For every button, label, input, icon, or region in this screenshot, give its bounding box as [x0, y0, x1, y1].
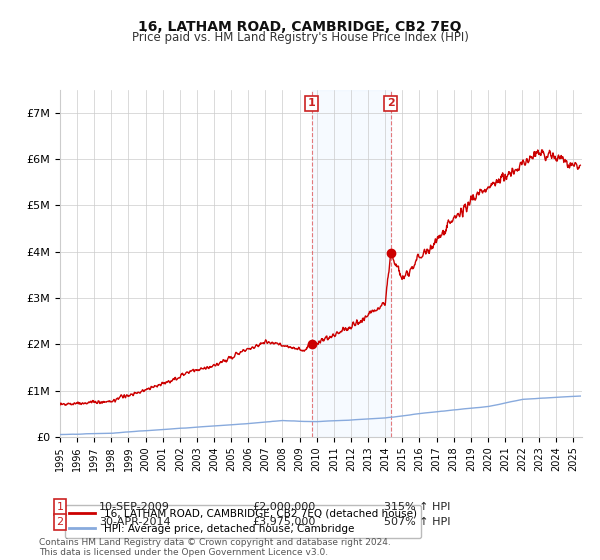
- Bar: [311, 90, 391, 437]
- Text: £3,975,000: £3,975,000: [252, 517, 316, 527]
- Text: 2: 2: [56, 517, 64, 527]
- Text: Price paid vs. HM Land Registry's House Price Index (HPI): Price paid vs. HM Land Registry's House …: [131, 31, 469, 44]
- Text: 1: 1: [308, 99, 316, 108]
- Text: 30-APR-2014: 30-APR-2014: [99, 517, 170, 527]
- Text: Contains HM Land Registry data © Crown copyright and database right 2024.
This d: Contains HM Land Registry data © Crown c…: [39, 538, 391, 557]
- Text: 1: 1: [56, 502, 64, 512]
- Text: £2,000,000: £2,000,000: [252, 502, 315, 512]
- Text: 16, LATHAM ROAD, CAMBRIDGE, CB2 7EQ: 16, LATHAM ROAD, CAMBRIDGE, CB2 7EQ: [138, 20, 462, 34]
- Text: 315% ↑ HPI: 315% ↑ HPI: [384, 502, 451, 512]
- Text: 2: 2: [387, 99, 395, 108]
- Text: 10-SEP-2009: 10-SEP-2009: [99, 502, 170, 512]
- Text: 507% ↑ HPI: 507% ↑ HPI: [384, 517, 451, 527]
- Legend: 16, LATHAM ROAD, CAMBRIDGE, CB2 7EQ (detached house), HPI: Average price, detach: 16, LATHAM ROAD, CAMBRIDGE, CB2 7EQ (det…: [65, 505, 421, 538]
